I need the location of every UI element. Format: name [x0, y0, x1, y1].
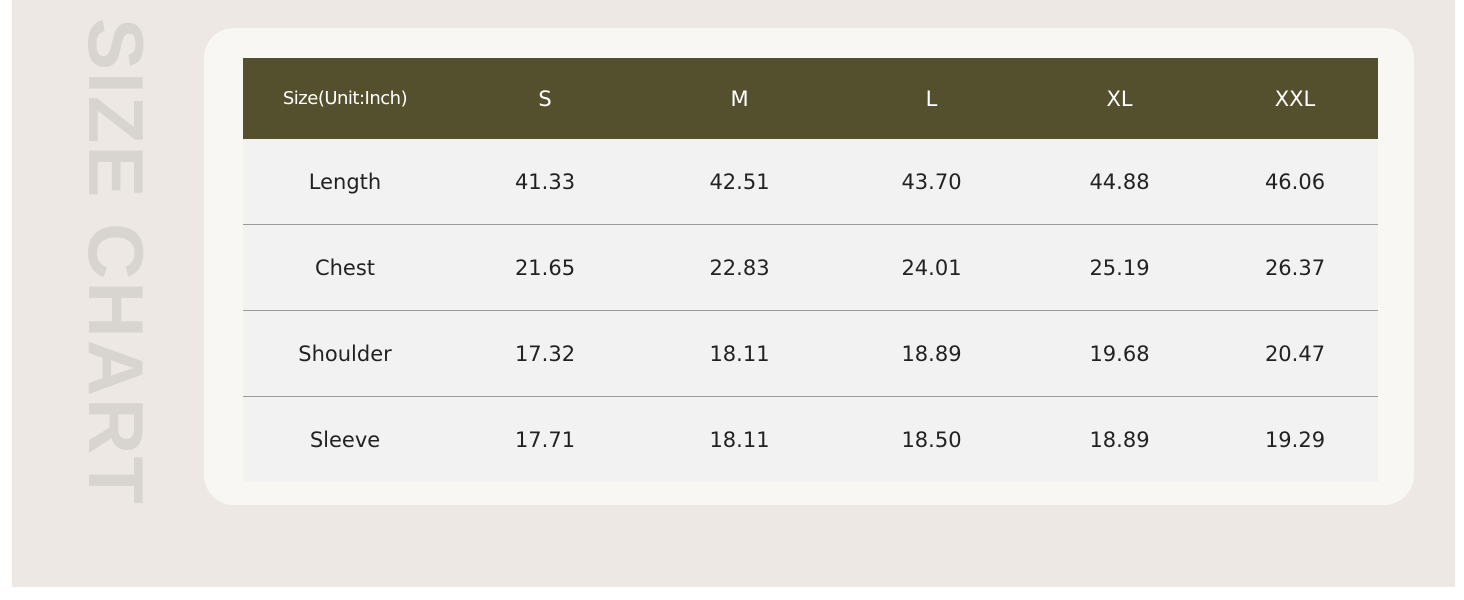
measurement-cell: 22.83 [643, 224, 836, 311]
size-header: S [447, 58, 643, 139]
measurement-cell: 18.11 [643, 396, 836, 482]
measurement-cell: 18.89 [836, 310, 1027, 397]
table-row: Sleeve 17.71 18.11 18.50 18.89 19.29 [243, 396, 1378, 482]
measurement-cell: 17.71 [447, 396, 643, 482]
measurement-cell: 18.11 [643, 310, 836, 397]
measurement-cell: 21.65 [447, 224, 643, 311]
row-label: Length [243, 139, 447, 225]
side-title: SIZE CHART [72, 18, 160, 506]
measurement-cell: 25.19 [1027, 224, 1212, 311]
size-header: XL [1027, 58, 1212, 139]
size-header: M [643, 58, 836, 139]
row-label: Shoulder [243, 310, 447, 397]
table-row: Chest 21.65 22.83 24.01 25.19 26.37 [243, 224, 1378, 311]
measurement-cell: 20.47 [1212, 310, 1378, 397]
table-row: Shoulder 17.32 18.11 18.89 19.68 20.47 [243, 310, 1378, 397]
measurement-cell: 26.37 [1212, 224, 1378, 311]
size-table: Size(Unit:Inch) S M L XL XXL Length 41.33 42.51… [243, 58, 1378, 482]
measurement-cell: 17.32 [447, 310, 643, 397]
measurement-cell: 46.06 [1212, 139, 1378, 225]
measurement-cell: 41.33 [447, 139, 643, 225]
row-label: Sleeve [243, 396, 447, 482]
measurement-cell: 18.89 [1027, 396, 1212, 482]
size-header: XXL [1212, 58, 1378, 139]
table-body: Length 41.33 42.51 43.70 44.88 46.06 Chest 21.6… [243, 139, 1378, 482]
header-row: Size(Unit:Inch) S M L XL XXL [243, 58, 1378, 139]
measurement-cell: 24.01 [836, 224, 1027, 311]
measurement-cell: 18.50 [836, 396, 1027, 482]
measurement-cell: 43.70 [836, 139, 1027, 225]
table-row: Length 41.33 42.51 43.70 44.88 46.06 [243, 139, 1378, 225]
size-header: L [836, 58, 1027, 139]
measurement-cell: 44.88 [1027, 139, 1212, 225]
row-label: Chest [243, 224, 447, 311]
measurement-cell: 19.29 [1212, 396, 1378, 482]
unit-header: Size(Unit:Inch) [243, 58, 447, 139]
measurement-cell: 42.51 [643, 139, 836, 225]
measurement-cell: 19.68 [1027, 310, 1212, 397]
